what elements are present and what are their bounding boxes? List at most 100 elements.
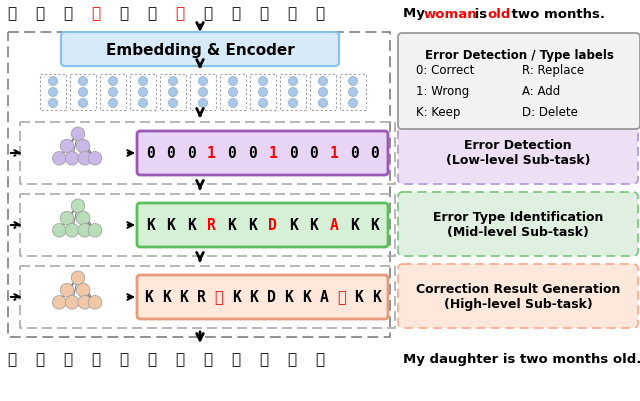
FancyBboxPatch shape — [61, 33, 339, 67]
Circle shape — [138, 99, 147, 108]
Circle shape — [319, 77, 328, 86]
Text: 0: 0 — [187, 146, 195, 161]
FancyBboxPatch shape — [398, 264, 638, 328]
Bar — [70, 75, 96, 111]
Text: 经: 经 — [147, 6, 157, 21]
Text: 0: 0 — [350, 146, 359, 161]
Text: old: old — [487, 8, 510, 20]
FancyBboxPatch shape — [398, 34, 640, 130]
Text: K: K — [309, 218, 318, 233]
Text: A: A — [330, 218, 339, 233]
Text: 1: 1 — [330, 146, 339, 161]
Text: K: K — [166, 218, 175, 233]
Text: two months.: two months. — [507, 8, 605, 20]
Text: 儔: 儔 — [214, 290, 223, 305]
Circle shape — [168, 88, 177, 97]
Text: 个: 个 — [204, 352, 212, 367]
Text: K: K — [350, 218, 359, 233]
Text: 的: 的 — [35, 352, 45, 367]
Circle shape — [198, 88, 207, 97]
Circle shape — [60, 284, 74, 297]
Text: Embedding & Encoder: Embedding & Encoder — [106, 43, 294, 57]
Text: 。: 。 — [316, 352, 324, 367]
Text: 1: Wrong: 1: Wrong — [416, 85, 469, 98]
Text: K: K — [289, 218, 298, 233]
Circle shape — [289, 88, 298, 97]
Text: D: D — [268, 218, 277, 233]
Circle shape — [76, 140, 90, 154]
Circle shape — [49, 88, 58, 97]
Circle shape — [49, 99, 58, 108]
Bar — [160, 75, 186, 111]
Text: K: K — [284, 290, 293, 305]
Bar — [340, 75, 366, 111]
Text: K: K — [355, 290, 363, 305]
Text: 0: 0 — [248, 146, 257, 161]
Text: A: A — [319, 290, 328, 305]
Text: K: Keep: K: Keep — [416, 106, 460, 119]
Text: 子: 子 — [92, 6, 100, 21]
Text: Error Type Identification
(Mid-level Sub-task): Error Type Identification (Mid-level Sub… — [433, 211, 603, 239]
Text: 女: 女 — [63, 6, 72, 21]
Circle shape — [76, 284, 90, 297]
Circle shape — [79, 88, 88, 97]
Text: Error Detection
(Low-level Sub-task): Error Detection (Low-level Sub-task) — [445, 139, 590, 166]
Circle shape — [60, 140, 74, 154]
Circle shape — [319, 99, 328, 108]
Circle shape — [228, 99, 237, 108]
Text: Error Detection / Type labels: Error Detection / Type labels — [424, 49, 613, 62]
Bar — [20, 123, 395, 184]
Text: 1: 1 — [268, 146, 277, 161]
Text: 。: 。 — [316, 6, 324, 21]
Text: K: K — [372, 290, 381, 305]
Circle shape — [349, 88, 358, 97]
Circle shape — [88, 296, 102, 309]
Text: 0: 0 — [146, 146, 155, 161]
Text: 我: 我 — [8, 6, 17, 21]
Circle shape — [79, 99, 88, 108]
Bar — [310, 75, 336, 111]
Circle shape — [198, 77, 207, 86]
Text: 了: 了 — [287, 6, 296, 21]
Circle shape — [289, 77, 298, 86]
Text: 儔: 儔 — [92, 352, 100, 367]
Text: K: K — [232, 290, 241, 305]
Text: 1: 1 — [207, 146, 216, 161]
Text: 大: 大 — [259, 352, 269, 367]
Circle shape — [52, 296, 66, 309]
Circle shape — [52, 224, 66, 237]
Bar — [190, 75, 216, 111]
Text: D: Delete: D: Delete — [522, 106, 578, 119]
Circle shape — [71, 271, 84, 285]
Text: 0: 0 — [166, 146, 175, 161]
Text: 0: 0 — [289, 146, 298, 161]
Circle shape — [138, 77, 147, 86]
Circle shape — [349, 77, 358, 86]
Text: Correction Result Generation
(High-level Sub-task): Correction Result Generation (High-level… — [416, 282, 620, 310]
Bar — [220, 75, 246, 111]
Bar — [280, 75, 306, 111]
Text: R: R — [197, 290, 205, 305]
Circle shape — [60, 212, 74, 225]
Text: K: K — [187, 218, 195, 233]
Circle shape — [168, 99, 177, 108]
Text: D: D — [267, 290, 276, 305]
Text: K: K — [145, 290, 153, 305]
Text: 已: 已 — [120, 6, 129, 21]
Text: woman: woman — [424, 8, 477, 20]
Text: K: K — [179, 290, 188, 305]
Text: 女: 女 — [63, 352, 72, 367]
Circle shape — [78, 152, 92, 166]
Circle shape — [259, 88, 268, 97]
Text: K: K — [146, 218, 155, 233]
Text: 0: 0 — [227, 146, 236, 161]
FancyBboxPatch shape — [137, 132, 388, 176]
Circle shape — [88, 152, 102, 166]
Text: K: K — [227, 218, 236, 233]
Text: 已: 已 — [120, 352, 129, 367]
Circle shape — [52, 152, 66, 166]
Text: K: K — [162, 290, 171, 305]
Text: 经: 经 — [147, 352, 157, 367]
Text: 0: 0 — [309, 146, 318, 161]
Bar — [250, 75, 276, 111]
